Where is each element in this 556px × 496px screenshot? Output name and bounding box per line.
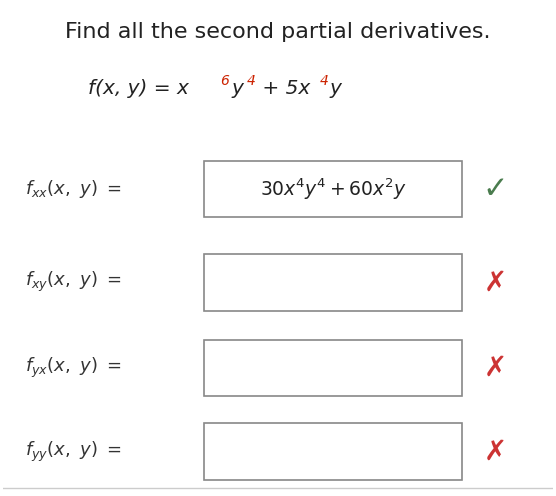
Text: 6: 6 <box>220 74 229 88</box>
FancyBboxPatch shape <box>203 340 463 396</box>
Text: ✗: ✗ <box>484 437 507 466</box>
Text: $30x^4y^4 + 60x^2y$: $30x^4y^4 + 60x^2y$ <box>260 177 406 202</box>
Text: $f_{xy}(x,\ y)\ =$: $f_{xy}(x,\ y)\ =$ <box>25 270 121 295</box>
Text: f(x, y) = x: f(x, y) = x <box>88 78 189 98</box>
FancyBboxPatch shape <box>203 161 463 217</box>
Text: y: y <box>231 78 243 98</box>
FancyBboxPatch shape <box>203 423 463 480</box>
Text: ✓: ✓ <box>483 175 508 204</box>
Text: + 5x: + 5x <box>256 78 310 98</box>
Text: $f_{yx}(x,\ y)\ =$: $f_{yx}(x,\ y)\ =$ <box>25 356 121 380</box>
Text: ✗: ✗ <box>484 268 507 296</box>
FancyBboxPatch shape <box>203 254 463 310</box>
Text: ✗: ✗ <box>484 354 507 382</box>
Text: $f_{xx}(x,\ y)\ =$: $f_{xx}(x,\ y)\ =$ <box>25 178 121 200</box>
Text: Find all the second partial derivatives.: Find all the second partial derivatives. <box>65 22 491 42</box>
Text: 4: 4 <box>247 74 256 88</box>
Text: y: y <box>329 78 341 98</box>
Text: 4: 4 <box>319 74 328 88</box>
Text: $f_{yy}(x,\ y)\ =$: $f_{yy}(x,\ y)\ =$ <box>25 439 121 464</box>
